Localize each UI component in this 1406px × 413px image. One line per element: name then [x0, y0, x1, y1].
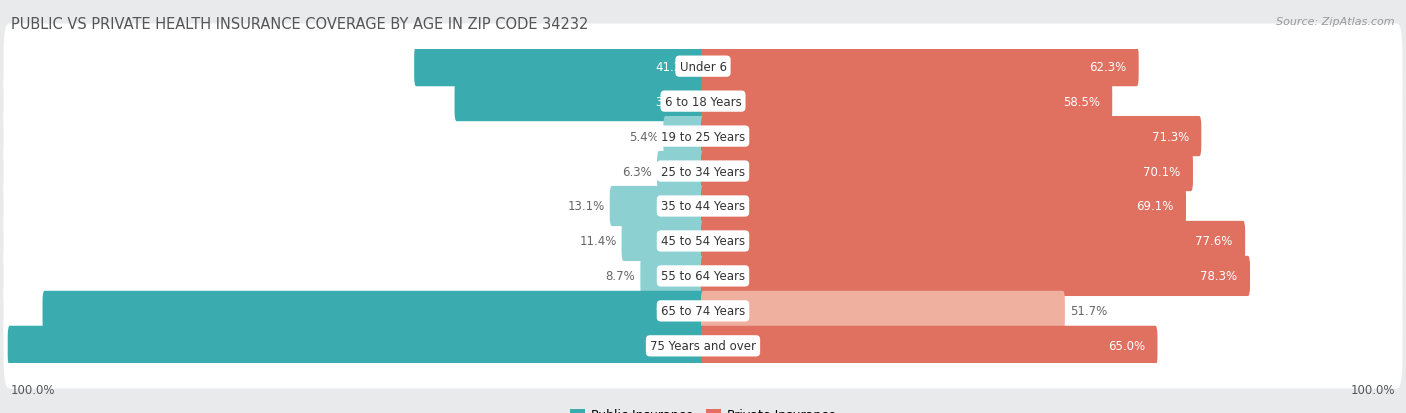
FancyBboxPatch shape	[4, 199, 1402, 284]
FancyBboxPatch shape	[415, 47, 704, 87]
Text: Source: ZipAtlas.com: Source: ZipAtlas.com	[1277, 17, 1395, 26]
FancyBboxPatch shape	[7, 326, 704, 366]
FancyBboxPatch shape	[4, 268, 1402, 354]
Text: 45 to 54 Years: 45 to 54 Years	[661, 235, 745, 248]
Text: 75 Years and over: 75 Years and over	[650, 339, 756, 352]
FancyBboxPatch shape	[4, 24, 1402, 109]
Text: 70.1%: 70.1%	[1143, 165, 1181, 178]
Text: 51.7%: 51.7%	[1070, 305, 1107, 318]
FancyBboxPatch shape	[621, 221, 704, 261]
FancyBboxPatch shape	[4, 304, 1402, 389]
Text: 65.0%: 65.0%	[1108, 339, 1144, 352]
FancyBboxPatch shape	[702, 186, 1187, 227]
Text: 6 to 18 Years: 6 to 18 Years	[665, 95, 741, 108]
Text: 99.6%: 99.6%	[655, 339, 693, 352]
FancyBboxPatch shape	[640, 256, 704, 296]
FancyBboxPatch shape	[664, 117, 704, 157]
Text: 35.4%: 35.4%	[655, 95, 693, 108]
FancyBboxPatch shape	[4, 59, 1402, 145]
FancyBboxPatch shape	[657, 152, 704, 192]
FancyBboxPatch shape	[702, 152, 1192, 192]
Text: 94.6%: 94.6%	[655, 305, 693, 318]
Text: 8.7%: 8.7%	[606, 270, 636, 283]
Text: 13.1%: 13.1%	[568, 200, 605, 213]
Text: 62.3%: 62.3%	[1088, 61, 1126, 74]
Text: 58.5%: 58.5%	[1063, 95, 1099, 108]
Text: 55 to 64 Years: 55 to 64 Years	[661, 270, 745, 283]
FancyBboxPatch shape	[702, 82, 1112, 122]
Text: PUBLIC VS PRIVATE HEALTH INSURANCE COVERAGE BY AGE IN ZIP CODE 34232: PUBLIC VS PRIVATE HEALTH INSURANCE COVER…	[11, 17, 589, 31]
Text: 19 to 25 Years: 19 to 25 Years	[661, 130, 745, 143]
Text: 6.3%: 6.3%	[623, 165, 652, 178]
FancyBboxPatch shape	[702, 326, 1157, 366]
Text: 100.0%: 100.0%	[10, 382, 55, 396]
FancyBboxPatch shape	[4, 94, 1402, 179]
FancyBboxPatch shape	[610, 186, 704, 227]
Legend: Public Insurance, Private Insurance: Public Insurance, Private Insurance	[565, 404, 841, 413]
FancyBboxPatch shape	[702, 47, 1139, 87]
Text: 77.6%: 77.6%	[1195, 235, 1233, 248]
FancyBboxPatch shape	[454, 82, 704, 122]
FancyBboxPatch shape	[702, 291, 1064, 331]
Text: Under 6: Under 6	[679, 61, 727, 74]
FancyBboxPatch shape	[4, 164, 1402, 249]
Text: 69.1%: 69.1%	[1136, 200, 1174, 213]
Text: 25 to 34 Years: 25 to 34 Years	[661, 165, 745, 178]
Text: 41.2%: 41.2%	[655, 61, 693, 74]
FancyBboxPatch shape	[702, 221, 1246, 261]
FancyBboxPatch shape	[4, 129, 1402, 214]
Text: 78.3%: 78.3%	[1201, 270, 1237, 283]
FancyBboxPatch shape	[702, 256, 1250, 296]
FancyBboxPatch shape	[702, 117, 1201, 157]
Text: 100.0%: 100.0%	[1351, 382, 1396, 396]
FancyBboxPatch shape	[4, 234, 1402, 319]
Text: 71.3%: 71.3%	[1152, 130, 1189, 143]
Text: 11.4%: 11.4%	[579, 235, 617, 248]
Text: 5.4%: 5.4%	[628, 130, 658, 143]
Text: 35 to 44 Years: 35 to 44 Years	[661, 200, 745, 213]
Text: 65 to 74 Years: 65 to 74 Years	[661, 305, 745, 318]
FancyBboxPatch shape	[42, 291, 704, 331]
